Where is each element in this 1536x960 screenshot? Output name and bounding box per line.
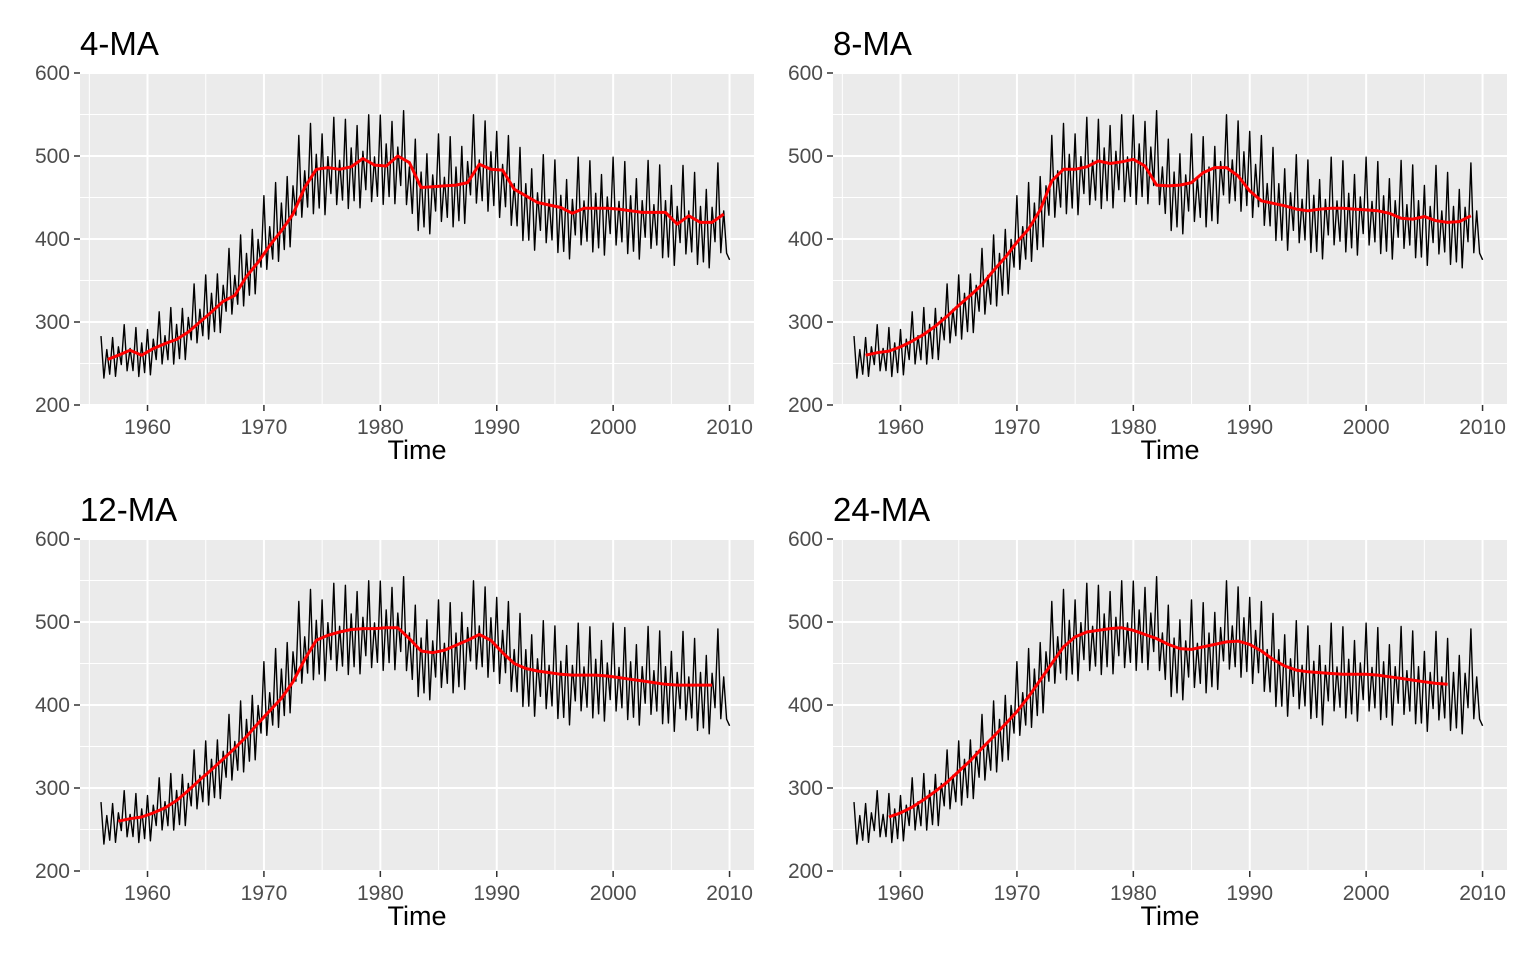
x-tick-label: 1980 [1110,416,1157,439]
x-axis-label: Time [1141,901,1200,931]
y-tick-label: 500 [788,611,823,634]
moving-average-line [107,154,725,361]
moving-average-line [865,157,1472,357]
x-tick-label: 1960 [124,416,171,439]
x-tick-label: 2000 [590,882,637,905]
x-tick-label: 1970 [994,882,1041,905]
panel-3: 200 300 400 500 600 1960 1970 1980 1990 2000 2010 1… [35,491,754,931]
y-tick-label: 600 [35,62,70,85]
panel-title: 4-MA [80,25,159,62]
panel-title: 8-MA [833,25,912,62]
y-tick-label: 400 [35,228,70,251]
panel-title: 12-MA [80,491,177,528]
x-tick-label: 2000 [1343,882,1390,905]
x-tick-label: 2000 [1343,416,1390,439]
x-tick-label: 1960 [877,882,924,905]
panel-1: 200 300 400 500 600 1960 1970 1980 1990 2000 2010 4… [35,25,754,465]
y-tick-label: 500 [35,145,70,168]
x-axis-label: Time [1141,435,1200,465]
y-tick-label: 300 [35,311,70,334]
y-tick-label: 200 [35,860,70,883]
y-tick-label: 500 [35,611,70,634]
x-tick-label: 1970 [241,416,288,439]
y-tick-label: 300 [788,777,823,800]
x-tick-label: 2010 [1459,416,1506,439]
panel-4: 200 300 400 500 600 1960 1970 1980 1990 2000 2010 2… [788,491,1507,931]
x-tick-label: 1990 [1226,416,1273,439]
x-tick-label: 2010 [706,882,753,905]
x-axis-label: Time [388,435,447,465]
y-tick-label: 200 [788,860,823,883]
moving-average-line [888,626,1448,819]
x-tick-label: 2000 [590,416,637,439]
raw-series-line [853,576,1484,845]
panel-2: 200 300 400 500 600 1960 1970 1980 1990 2000 2010 8… [788,25,1507,465]
x-tick-label: 2010 [1459,882,1506,905]
y-tick-label: 300 [35,777,70,800]
x-tick-label: 1960 [877,416,924,439]
x-tick-label: 1980 [1110,882,1157,905]
y-tick-label: 300 [788,311,823,334]
x-tick-label: 1990 [1226,882,1273,905]
moving-average-line [118,626,713,823]
x-tick-label: 1970 [241,882,288,905]
x-tick-label: 1980 [357,416,404,439]
raw-series-line [100,576,731,845]
x-axis-label: Time [388,901,447,931]
x-tick-label: 1990 [473,416,520,439]
y-tick-label: 200 [788,394,823,417]
y-tick-label: 200 [35,394,70,417]
y-tick-label: 600 [35,528,70,551]
x-tick-label: 1980 [357,882,404,905]
x-tick-label: 1960 [124,882,171,905]
raw-series-line [853,109,1484,379]
y-tick-label: 500 [788,145,823,168]
x-tick-label: 1970 [994,416,1041,439]
x-tick-label: 1990 [473,882,520,905]
y-tick-label: 600 [788,62,823,85]
y-tick-label: 400 [788,694,823,717]
raw-series-line [100,109,731,379]
y-tick-label: 400 [35,694,70,717]
y-tick-label: 600 [788,528,823,551]
y-tick-label: 400 [788,228,823,251]
panel-title: 24-MA [833,491,930,528]
x-tick-label: 2010 [706,416,753,439]
